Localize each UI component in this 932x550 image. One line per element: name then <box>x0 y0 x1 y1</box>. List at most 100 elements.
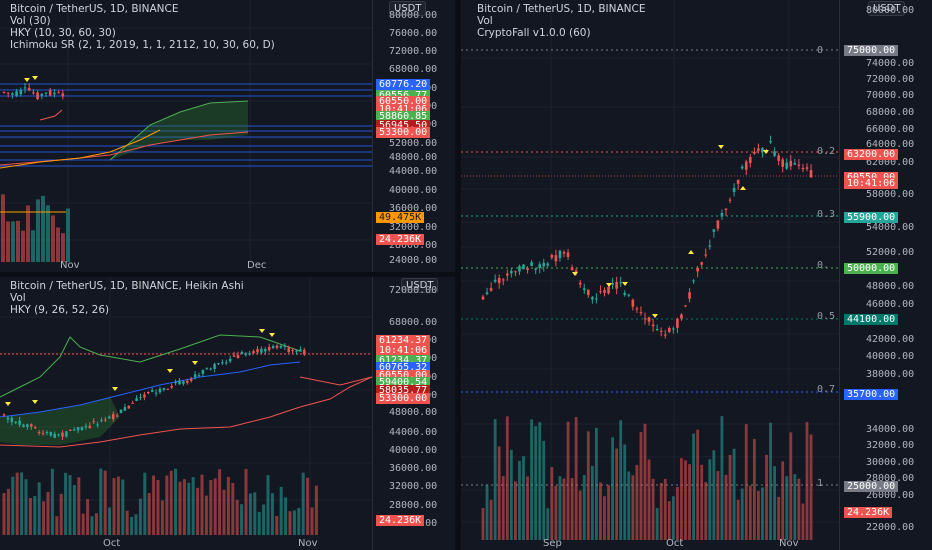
candle-body <box>158 388 162 393</box>
volume-bar <box>809 434 813 540</box>
candle-body <box>724 208 728 211</box>
volume-bar <box>59 493 63 535</box>
price-tick-label: 58000.00 <box>866 189 915 200</box>
price-axis-pane-2[interactable]: USDT 72000.0068000.0064000.0060000.00560… <box>372 277 456 550</box>
legend-volume[interactable]: Vol <box>477 15 493 27</box>
candle-body <box>37 432 41 434</box>
chart-canvas-1[interactable] <box>0 0 372 272</box>
time-label-oct: Oct <box>666 538 684 549</box>
volume-bar <box>501 476 505 540</box>
legend-ichimoku[interactable]: Ichimoku SR (2, 1, 2019, 1, 1, 2112, 10,… <box>10 39 275 51</box>
hky-line <box>0 129 161 169</box>
volume-bar <box>160 500 164 535</box>
volume-bar <box>275 516 279 535</box>
candle-body <box>481 296 485 300</box>
volume-bar <box>64 472 68 535</box>
candle-body <box>623 292 627 295</box>
time-label-dec: Dec <box>247 260 267 271</box>
legend-hky[interactable]: HKY (9, 26, 52, 26) <box>10 304 110 316</box>
volume-bar <box>99 468 103 535</box>
candle-body <box>271 345 275 349</box>
volume-bar <box>187 482 191 535</box>
volume-bar <box>11 476 15 535</box>
volume-bar <box>20 472 24 535</box>
price-tick-label: 74000.00 <box>866 58 915 69</box>
candle-body <box>801 168 805 170</box>
volume-bar <box>15 472 19 535</box>
candle-body <box>150 390 154 392</box>
candle-body <box>92 421 95 423</box>
volume-bar <box>1 194 5 262</box>
volume-bar <box>684 460 687 540</box>
volume-bar <box>671 496 675 540</box>
candle-body <box>777 155 780 161</box>
volume-bar <box>485 484 489 540</box>
price-axis-pane-3[interactable]: USDT 80000.00 74000.00 72000.00 70000.00 680… <box>839 0 932 550</box>
candle-body <box>728 199 732 201</box>
volume-bar <box>481 508 485 540</box>
candle-body <box>228 358 232 362</box>
candle-body <box>542 263 546 267</box>
price-tag: 60776.20 <box>376 79 431 90</box>
candle-body <box>11 93 14 95</box>
candle-body <box>562 252 566 254</box>
pane-separator-vertical[interactable] <box>455 0 461 550</box>
chart-canvas-2[interactable] <box>0 277 372 550</box>
signal-marker <box>5 402 11 406</box>
candle-body <box>295 350 298 352</box>
lagging-line <box>39 109 63 121</box>
legend-symbol[interactable]: Bitcoin / TetherUS, 1D, BINANCE <box>477 3 646 15</box>
volume-bar <box>542 440 546 540</box>
legend-volume[interactable]: Vol <box>10 292 26 304</box>
candle-body <box>26 424 29 428</box>
price-tag: 56945.50 <box>376 120 431 131</box>
volume-bar <box>235 499 239 535</box>
candle-body <box>291 350 294 352</box>
senkou-b-line <box>0 376 372 448</box>
volume-bar <box>178 481 182 535</box>
candle-body <box>599 291 602 293</box>
candle-body <box>720 213 724 217</box>
legend-cryptofall[interactable]: CryptoFall v1.0.0 (60) <box>477 27 591 39</box>
chart-pane-bottom-left[interactable]: Bitcoin / TetherUS, 1D, BINANCE, Heikin … <box>0 277 372 550</box>
candle-body <box>225 362 228 364</box>
chart-canvas-3[interactable] <box>461 0 839 550</box>
candle-body <box>100 420 103 422</box>
candle-body <box>578 282 582 285</box>
candle-body <box>33 427 37 429</box>
volume-bar <box>801 503 805 540</box>
volume-bar <box>41 195 45 262</box>
chart-pane-right[interactable]: Bitcoin / TetherUS, 1D, BINANCE Vol Cryp… <box>461 0 839 550</box>
volume-bar <box>112 478 116 535</box>
volume-bar <box>522 456 525 540</box>
currency-unit-button[interactable]: USDT <box>401 278 439 293</box>
volume-bar <box>284 497 288 535</box>
candle-body <box>139 396 142 398</box>
volume-bar <box>781 461 785 540</box>
signal-marker <box>652 314 658 318</box>
candle-body <box>162 387 166 390</box>
candle-body <box>41 433 45 435</box>
volume-bar <box>554 485 558 540</box>
price-tick-label: 68000.00 <box>389 64 438 75</box>
currency-unit-button[interactable]: USDT <box>389 1 427 16</box>
price-axis-pane-1[interactable]: USDT 80000.0076000.0072000.0068000.00640… <box>372 0 456 272</box>
volume-bar <box>174 468 178 535</box>
price-tick-label: 32000.00 <box>389 222 438 233</box>
candle-body <box>538 264 541 269</box>
legend-hky[interactable]: HKY (10, 30, 60, 30) <box>10 27 116 39</box>
currency-unit-button[interactable]: USDT <box>868 1 906 16</box>
price-tag: 58860.85 <box>376 111 431 122</box>
candle-body <box>558 250 562 259</box>
volume-bar <box>31 230 35 262</box>
legend-pane-3: Bitcoin / TetherUS, 1D, BINANCE Vol Cryp… <box>477 3 645 39</box>
pane-separator-horizontal[interactable] <box>0 272 455 277</box>
legend-symbol[interactable]: Bitcoin / TetherUS, 1D, BINANCE <box>10 3 179 15</box>
candle-body <box>256 349 259 353</box>
volume-bar <box>257 511 261 535</box>
volume-bar <box>566 421 570 540</box>
legend-volume[interactable]: Vol (30) <box>10 15 51 27</box>
candle-body <box>680 314 683 319</box>
legend-symbol[interactable]: Bitcoin / TetherUS, 1D, BINANCE, Heikin … <box>10 280 244 292</box>
chart-pane-top-left[interactable]: Bitcoin / TetherUS, 1D, BINANCE Vol (30)… <box>0 0 372 272</box>
